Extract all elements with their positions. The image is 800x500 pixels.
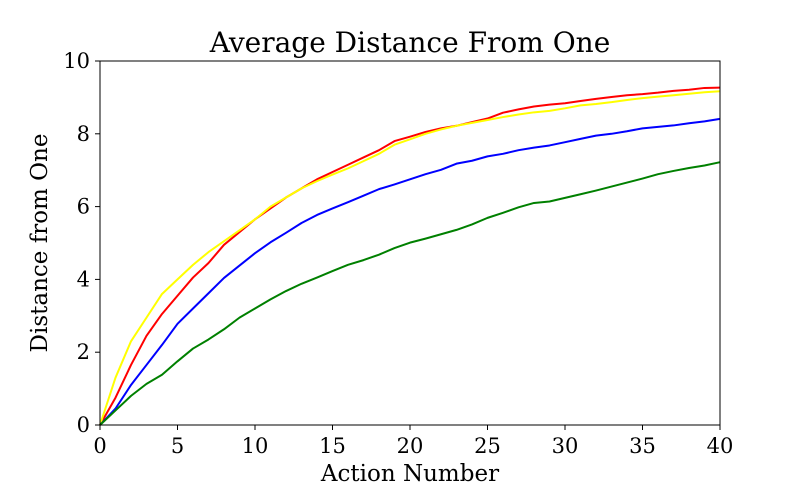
- series-line-3: [99, 117, 721, 426]
- series-line-1: [99, 86, 721, 426]
- x-tick-label: 10: [242, 434, 269, 458]
- y-tick-label: 6: [77, 195, 90, 219]
- y-tick-label: 8: [77, 122, 90, 146]
- plot-area: 0 5 10 15 20 25 30 35 40 0 2 4 6 8 10: [63, 49, 733, 458]
- x-tick-label: 30: [552, 434, 579, 458]
- series-line-4: [99, 161, 721, 426]
- x-tick-label: 15: [319, 434, 346, 458]
- y-axis-label: Distance from One: [27, 134, 53, 353]
- x-tick-label: 35: [629, 434, 656, 458]
- x-tick-label: 5: [171, 434, 184, 458]
- y-tick-label: 0: [77, 413, 90, 437]
- x-tick-label: 25: [474, 434, 501, 458]
- y-tick-label: 4: [77, 267, 90, 291]
- x-axis-label: Action Number: [320, 461, 499, 487]
- x-tick-label: 20: [397, 434, 424, 458]
- y-tick-label: 10: [63, 49, 90, 73]
- x-tick-label: 40: [707, 434, 734, 458]
- y-tick-label: 2: [77, 340, 90, 364]
- x-tick-label: 0: [93, 434, 106, 458]
- chart-title: Average Distance From One: [209, 26, 611, 59]
- series-line-2: [99, 90, 721, 426]
